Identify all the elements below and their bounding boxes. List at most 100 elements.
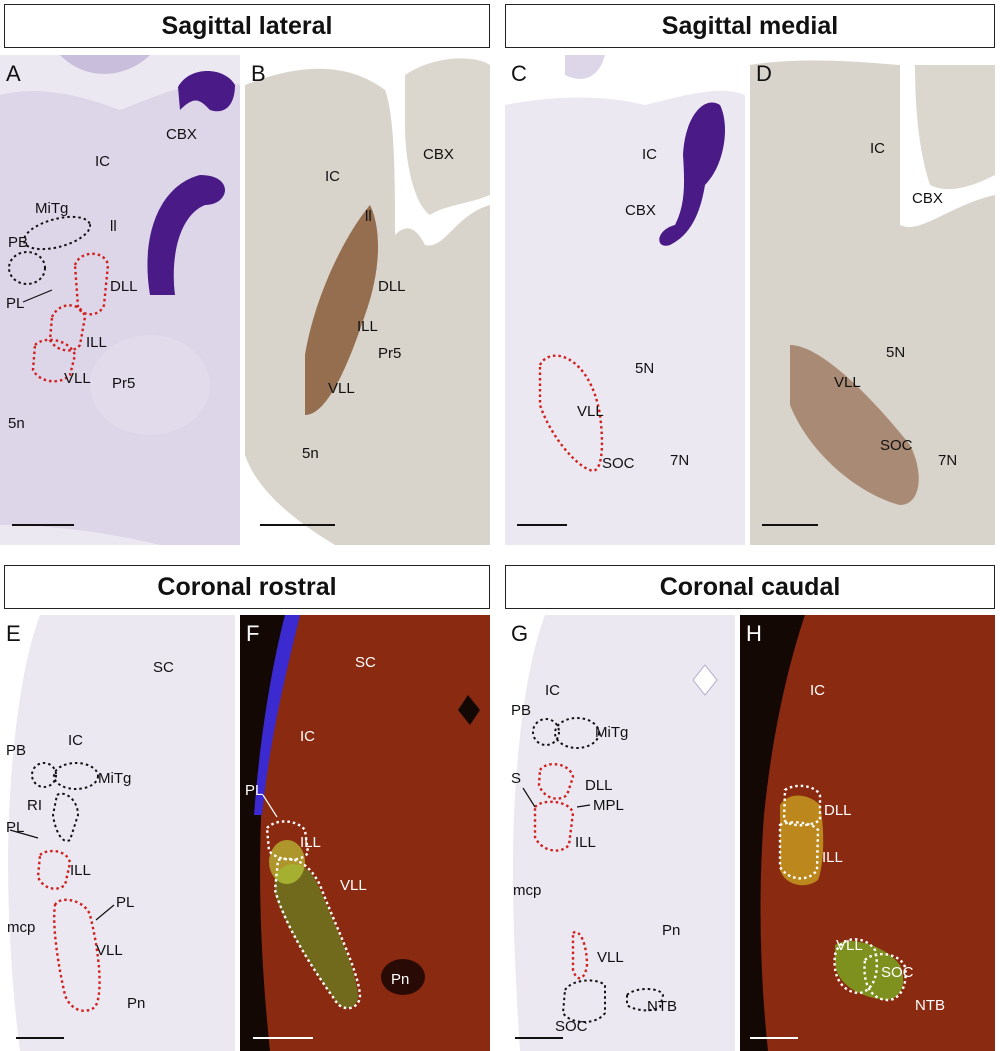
panel-h-image: H IC DLL ILL VLL SOC NTB (740, 615, 995, 1051)
label-ic: IC (300, 728, 315, 745)
label-ri: RI (27, 797, 42, 814)
panel-g: G IC PB MiTg S DLL MPL ILL mcp Pn VLL NT… (505, 615, 735, 1051)
label-ill: ILL (357, 318, 378, 335)
label-dll: DLL (585, 777, 613, 794)
label-soc: SOC (880, 437, 913, 454)
panel-f: F SC IC PL ILL VLL Pn (240, 615, 490, 1051)
panel-d-image: D IC CBX 5N VLL SOC 7N (750, 60, 995, 545)
header-sagittal-medial: Sagittal medial (505, 4, 995, 48)
label-cbx: CBX (912, 190, 943, 207)
label-ntb: NTB (647, 998, 677, 1015)
panel-f-outlines (265, 820, 362, 1010)
label-mitg: MiTg (98, 770, 131, 787)
label-5n: 5n (8, 415, 25, 432)
label-pr5: Pr5 (378, 345, 401, 362)
panel-c-image: C IC CBX 5N VLL SOC 7N (505, 55, 745, 545)
panel-d: D IC CBX 5N VLL SOC 7N (750, 55, 995, 545)
header-coronal-caudal: Coronal caudal (505, 565, 995, 609)
panel-e: E SC IC PB MiTg RI PL ILL PL mcp VLL Pn (0, 615, 235, 1051)
label-ic: IC (95, 153, 110, 170)
panel-g-letter: G (511, 621, 528, 646)
header-coronal-rostral: Coronal rostral (4, 565, 490, 609)
label-5n: 5N (635, 360, 654, 377)
label-pn: Pn (127, 995, 145, 1012)
label-5n: 5N (886, 344, 905, 361)
panel-h-outlines (778, 784, 907, 1002)
label-vll: VLL (340, 877, 367, 894)
label-pn: Pn (391, 971, 409, 988)
label-5n: 5n (302, 445, 319, 462)
label-soc: SOC (881, 964, 914, 981)
label-pl-2: PL (116, 894, 134, 911)
panel-g-outlines (532, 717, 665, 1023)
label-mpl: MPL (593, 797, 624, 814)
label-ic: IC (545, 682, 560, 699)
label-ill: ILL (70, 862, 91, 879)
label-pl: PL (6, 295, 24, 312)
panel-f-letter: F (246, 621, 259, 646)
panel-a-image: A CBX IC MiTg ll PB DLL PL ILL VLL Pr5 5… (0, 55, 240, 545)
label-vll: VLL (836, 937, 863, 954)
panel-h: H IC DLL ILL VLL SOC NTB (740, 615, 995, 1051)
label-7n: 7N (938, 452, 957, 469)
label-ll: ll (365, 208, 372, 225)
label-sc: SC (355, 654, 376, 671)
label-pr5: Pr5 (112, 375, 135, 392)
label-cbx: CBX (423, 146, 454, 163)
label-mcp: mcp (513, 882, 541, 899)
label-pl: PL (6, 819, 24, 836)
label-mitg: MiTg (595, 724, 628, 741)
panel-a-outlines (8, 215, 110, 383)
panel-b: B CBX IC ll DLL ILL Pr5 VLL 5n (245, 55, 490, 545)
panel-d-letter: D (756, 61, 772, 86)
label-pn: Pn (662, 922, 680, 939)
label-mitg: MiTg (35, 200, 68, 217)
label-vll: VLL (577, 403, 604, 420)
label-soc: SOC (555, 1018, 588, 1035)
label-dll: DLL (378, 278, 406, 295)
panel-b-letter: B (251, 61, 266, 86)
header-sagittal-lateral: Sagittal lateral (4, 4, 490, 48)
label-vll: VLL (597, 949, 624, 966)
label-7n: 7N (670, 452, 689, 469)
label-vll: VLL (328, 380, 355, 397)
label-pb: PB (511, 702, 531, 719)
label-sc: SC (153, 659, 174, 676)
label-s: S (511, 770, 521, 787)
panel-g-image: G IC PB MiTg S DLL MPL ILL mcp Pn VLL NT… (511, 615, 735, 1051)
panel-h-letter: H (746, 621, 762, 646)
panel-a-letter: A (6, 61, 21, 86)
label-ill: ILL (300, 834, 321, 851)
panel-c: C IC CBX 5N VLL SOC 7N (505, 55, 745, 545)
panel-a: A CBX IC MiTg ll PB DLL PL ILL VLL Pr5 5… (0, 55, 240, 545)
label-pb: PB (8, 234, 28, 251)
label-pb: PB (6, 742, 26, 759)
label-ill: ILL (86, 334, 107, 351)
label-ill: ILL (822, 849, 843, 866)
label-ic: IC (642, 146, 657, 163)
label-ic: IC (810, 682, 825, 699)
panel-e-image: E SC IC PB MiTg RI PL ILL PL mcp VLL Pn (6, 615, 235, 1051)
label-cbx: CBX (625, 202, 656, 219)
panel-c-letter: C (511, 61, 527, 86)
label-vll: VLL (96, 942, 123, 959)
panel-c-outline-vll (538, 354, 604, 472)
label-pl: PL (245, 782, 263, 799)
label-ic: IC (68, 732, 83, 749)
label-ic: IC (870, 140, 885, 157)
label-soc: SOC (602, 455, 635, 472)
label-ic: IC (325, 168, 340, 185)
label-cbx: CBX (166, 126, 197, 143)
panel-e-outlines (31, 762, 101, 1012)
label-dll: DLL (824, 802, 852, 819)
label-ill: ILL (575, 834, 596, 851)
label-vll: VLL (834, 374, 861, 391)
panel-f-image: F SC IC PL ILL VLL Pn (240, 615, 490, 1051)
label-mcp: mcp (7, 919, 35, 936)
label-vll: VLL (64, 370, 91, 387)
label-ntb: NTB (915, 997, 945, 1014)
panel-e-letter: E (6, 621, 21, 646)
label-ll: ll (110, 218, 117, 235)
panel-b-image: B CBX IC ll DLL ILL Pr5 VLL 5n (245, 58, 490, 545)
label-dll: DLL (110, 278, 138, 295)
